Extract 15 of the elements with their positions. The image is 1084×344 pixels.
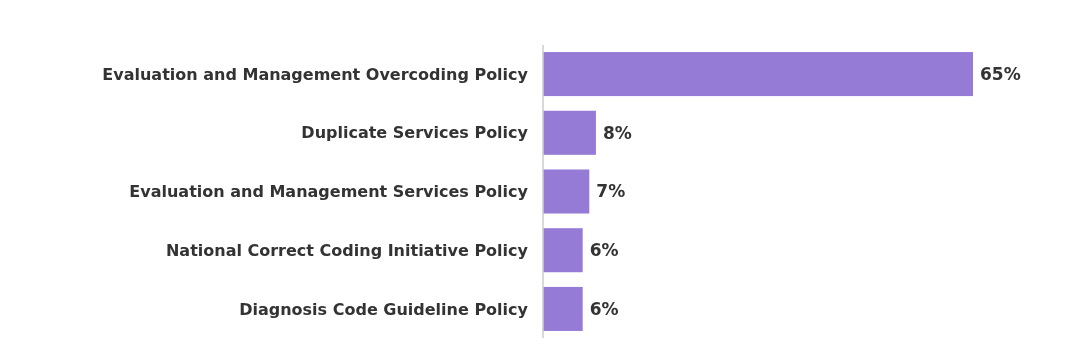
data-label: 8% <box>602 122 632 143</box>
data-label: 6% <box>589 240 619 261</box>
data-label: 65% <box>980 64 1021 85</box>
bar <box>543 52 973 97</box>
y-tick-label: Diagnosis Code Guideline Policy <box>239 299 529 319</box>
y-tick-label: Evaluation and Management Services Policy <box>129 182 529 202</box>
data-label: 7% <box>596 181 626 202</box>
y-tick-label: Duplicate Services Policy <box>301 123 529 143</box>
y-tick-label: National Correct Coding Initiative Policy <box>165 240 529 260</box>
bar <box>543 286 583 331</box>
bar <box>543 169 590 214</box>
y-tick-label: Evaluation and Management Overcoding Policy <box>102 64 529 84</box>
bar <box>543 110 596 155</box>
data-label: 6% <box>589 298 619 319</box>
bar <box>543 228 583 273</box>
